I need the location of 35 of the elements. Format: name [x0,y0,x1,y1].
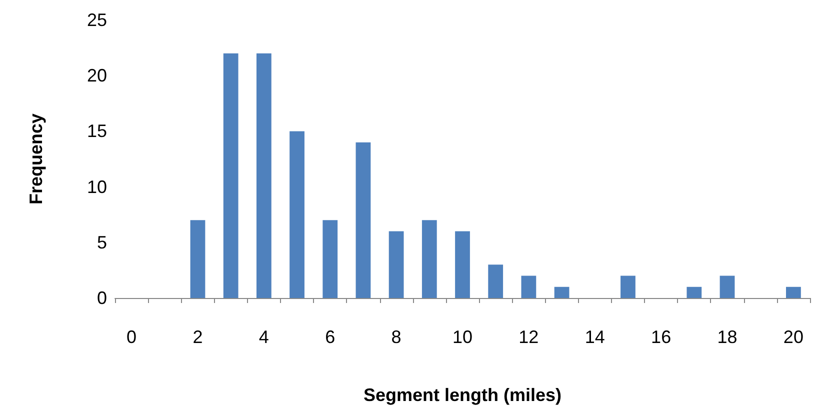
y-tick-label: 5 [96,232,107,252]
y-axis-title: Frequency [26,113,46,205]
x-axis-title: Segment length (miles) [363,385,562,405]
x-tick-label: 10 [452,327,473,347]
x-tick-label: 4 [258,327,269,347]
bar [488,264,504,298]
bar [786,286,801,298]
y-tick-label: 25 [86,10,107,30]
y-tick-label: 20 [86,66,107,86]
x-tick-label: 18 [717,327,738,347]
bar [686,286,702,298]
x-tick-label: 0 [126,327,137,347]
y-tick-label: 0 [96,288,107,308]
x-tick-label: 12 [518,327,539,347]
y-tick-label: 10 [86,176,107,197]
bar [620,276,636,298]
bar [554,286,570,298]
bar [388,231,404,298]
bar [521,276,536,298]
x-tick-label: 2 [192,327,203,347]
bar [290,131,304,298]
bar [455,231,470,298]
x-tick-label: 20 [783,327,804,347]
x-tick-label: 16 [651,327,672,347]
bar [422,220,437,298]
bar [720,276,735,298]
bar [223,53,238,298]
bar [322,220,338,298]
bar [256,53,272,298]
bar [356,142,371,298]
bar [190,220,206,298]
x-tick-label: 8 [391,327,402,347]
x-tick-label: 14 [584,327,605,347]
x-tick-label: 6 [325,327,336,347]
y-tick-label: 15 [86,121,107,142]
